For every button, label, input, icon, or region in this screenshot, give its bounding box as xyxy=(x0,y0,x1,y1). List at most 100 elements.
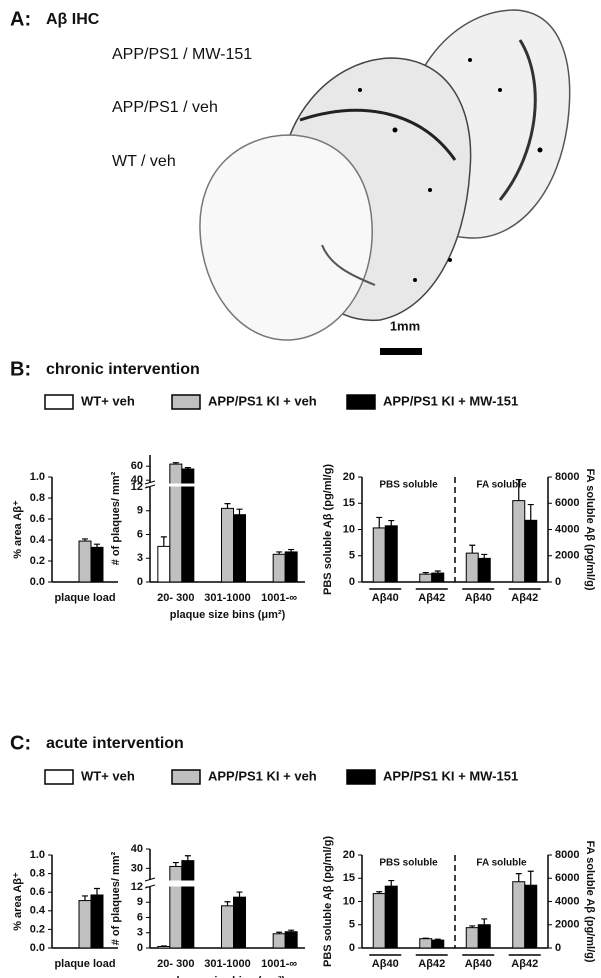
y-tick-label: 9 xyxy=(137,896,143,908)
x-tick-label: Aβ42 xyxy=(511,592,538,604)
bar xyxy=(169,865,183,949)
group-label: FA soluble xyxy=(476,858,527,869)
bar xyxy=(78,900,92,949)
y-tick-label: 6 xyxy=(137,528,143,540)
bar xyxy=(419,938,433,949)
error-bar xyxy=(376,516,383,528)
legend-swatch xyxy=(44,769,74,785)
y-tick-label: 0.2 xyxy=(30,923,45,935)
y-tick-label: 40 xyxy=(131,843,143,855)
y-tick-label: 0 xyxy=(137,942,143,954)
error-bar xyxy=(184,467,191,469)
y-tick-label: 30 xyxy=(131,862,143,874)
panel-title: acute intervention xyxy=(46,735,184,752)
group-label: PBS soluble xyxy=(379,858,438,869)
x-tick-label: 301-1000 xyxy=(204,958,251,970)
x-tick-label: Aβ42 xyxy=(418,592,445,604)
legend-label: WT+ veh xyxy=(81,393,135,408)
bar xyxy=(384,525,398,583)
bar xyxy=(233,514,246,583)
x-tick-label: 1001-∞ xyxy=(261,592,297,604)
bar xyxy=(477,924,491,949)
legend-label: APP/PS1 KI + MW-151 xyxy=(383,393,518,408)
y-tick-label: 0.4 xyxy=(30,534,46,546)
x-tick-label: Aβ42 xyxy=(418,958,445,970)
y-tick-label: 1.0 xyxy=(30,471,45,483)
bar xyxy=(78,540,92,583)
bar xyxy=(524,519,538,583)
group-label: PBS soluble xyxy=(379,480,438,491)
x-tick-label: plaque load xyxy=(54,958,115,970)
y-tick-label: 9 xyxy=(137,505,143,517)
y-tick-label: 5 xyxy=(349,550,355,562)
legend-label: APP/PS1 KI + MW-151 xyxy=(383,768,518,783)
x-tick-label: Aβ40 xyxy=(372,958,399,970)
y-tick-label: 12 xyxy=(131,881,143,893)
y-axis-label: # of plaques/ mm² xyxy=(110,471,122,565)
y2-tick-label: 2000 xyxy=(555,919,579,931)
y-tick-label: 0.2 xyxy=(30,555,45,567)
bar xyxy=(157,545,171,583)
bar xyxy=(90,546,104,583)
error-bar xyxy=(236,891,243,898)
panel-label: A: xyxy=(10,8,31,30)
error-bar xyxy=(276,551,283,555)
y-tick-label: 10 xyxy=(343,895,355,907)
bar xyxy=(419,573,433,583)
group-label: FA soluble xyxy=(476,480,527,491)
error-bar xyxy=(527,870,534,886)
error-bar xyxy=(276,931,283,934)
legend-swatch xyxy=(171,769,201,785)
error-bar xyxy=(184,855,191,861)
y-tick-label: 0.6 xyxy=(30,513,45,525)
bar xyxy=(372,527,386,583)
y2-tick-label: 0 xyxy=(555,942,561,954)
y-tick-label: 60 xyxy=(131,460,143,472)
bar xyxy=(169,463,183,583)
x-tick-label: Aβ40 xyxy=(465,958,492,970)
y2-tick-label: 4000 xyxy=(555,895,579,907)
y-tick-label: 20 xyxy=(343,471,355,483)
error-bar xyxy=(376,891,383,894)
legend-swatch xyxy=(346,394,376,410)
bar xyxy=(465,927,479,949)
y2-tick-label: 6000 xyxy=(555,872,579,884)
error-bar xyxy=(160,945,167,947)
y-tick-label: 0.4 xyxy=(30,905,46,917)
bar xyxy=(284,551,298,583)
y-axis-label: # of plaques/ mm² xyxy=(110,851,122,945)
y-axis-label: PBS soluble Aβ (pg/ml/g) xyxy=(322,836,334,967)
bar xyxy=(221,905,234,949)
y-axis-label: PBS soluble Aβ (pg/ml/g) xyxy=(322,464,334,595)
error-bar xyxy=(224,503,231,509)
error-bar xyxy=(160,536,167,547)
y-tick-label: 40 xyxy=(131,474,143,486)
bar xyxy=(431,572,445,583)
error-bar xyxy=(434,938,441,941)
y-tick-label: 0.8 xyxy=(30,868,45,880)
y-tick-label: 0.0 xyxy=(30,942,45,954)
bar xyxy=(465,552,479,583)
y2-tick-label: 2000 xyxy=(555,550,579,562)
axis-break xyxy=(144,880,305,887)
y-tick-label: 3 xyxy=(137,927,143,939)
y-tick-label: 0.0 xyxy=(30,576,45,588)
error-bar xyxy=(172,462,179,465)
error-bar xyxy=(388,879,395,887)
error-bar xyxy=(172,861,179,867)
bar xyxy=(524,884,538,949)
error-bar xyxy=(224,901,231,906)
bar xyxy=(384,885,398,949)
y-tick-label: 0 xyxy=(137,576,143,588)
x-tick-label: plaque load xyxy=(54,592,115,604)
error-bar xyxy=(288,929,295,932)
section-label: WT / veh xyxy=(112,153,176,170)
error-bar xyxy=(469,925,476,928)
bar xyxy=(512,881,526,949)
y-tick-label: 6 xyxy=(137,911,143,923)
y-tick-label: 10 xyxy=(343,523,355,535)
y2-tick-label: 6000 xyxy=(555,497,579,509)
error-bar xyxy=(422,571,429,575)
bar xyxy=(431,939,445,949)
scale-label: 1mm xyxy=(390,318,420,333)
